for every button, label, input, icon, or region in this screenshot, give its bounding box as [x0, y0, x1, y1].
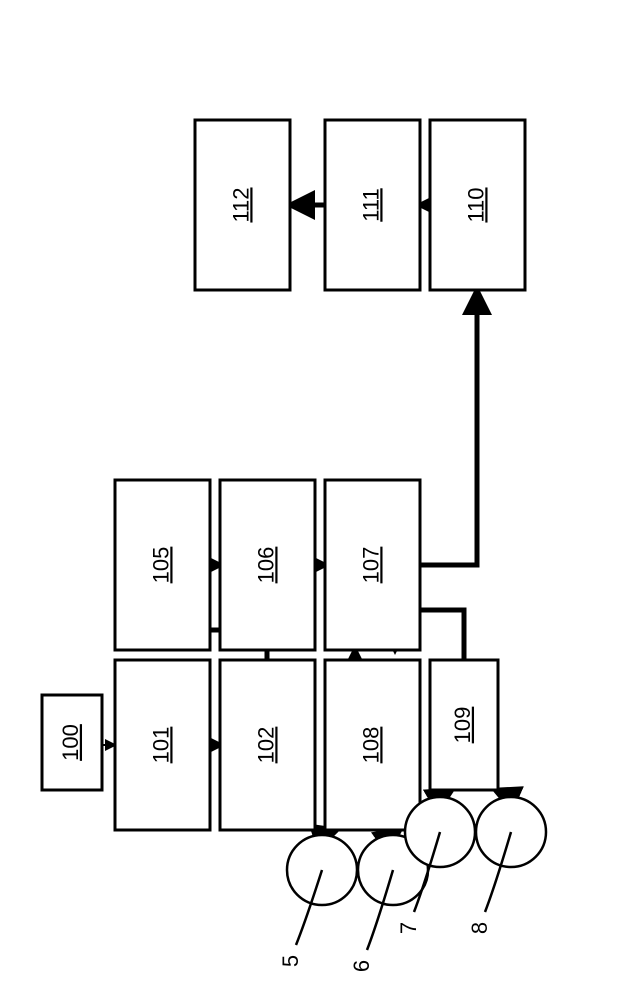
callout-label: 5 [278, 955, 303, 967]
block-label: 106 [253, 547, 278, 584]
callout-label: 6 [349, 960, 374, 972]
callout-label: 8 [467, 922, 492, 934]
block-label: 109 [450, 707, 475, 744]
diagram-canvas: 100 101 102 105 106 107 108 109 110 111 112 5 6 7 8 [0, 0, 626, 1000]
block-label: 110 [463, 187, 488, 222]
block-label: 112 [228, 187, 253, 222]
block-label: 100 [58, 724, 83, 761]
block-label: 102 [253, 727, 278, 764]
callout-label: 7 [396, 922, 421, 934]
block-label: 105 [148, 547, 173, 584]
block-label: 101 [148, 727, 173, 764]
block-label: 107 [358, 547, 383, 584]
edge [420, 290, 477, 565]
block-label: 111 [358, 188, 383, 221]
block-label: 108 [358, 727, 383, 764]
nodes-group: 100 101 102 105 106 107 108 109 110 111 112 5 6 7 8 [42, 120, 546, 972]
